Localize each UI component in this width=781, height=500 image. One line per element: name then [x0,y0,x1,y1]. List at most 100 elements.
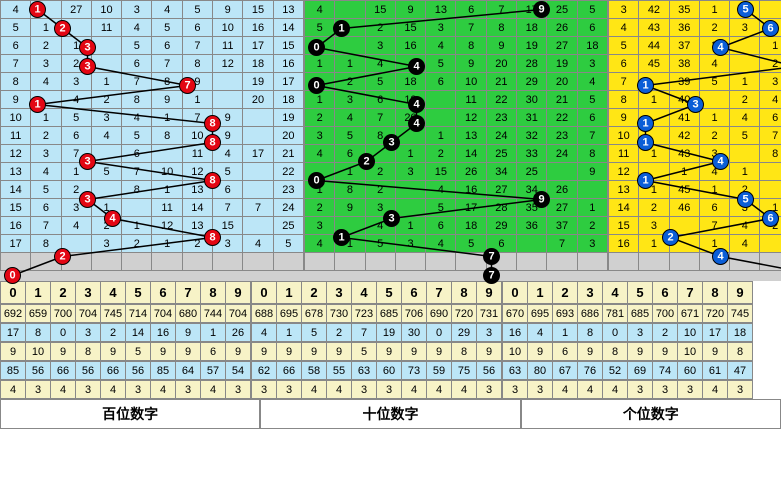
cell: 9 [1,91,31,109]
cell: 7 [122,163,152,181]
summary-cell: 5 [126,343,151,361]
cell: 2 [335,73,365,91]
cell: 1 [152,235,182,253]
cell: 3 [122,1,152,19]
summary-cell: 3 [76,324,101,342]
cell: 4 [426,181,456,199]
cell: 1 [730,73,760,91]
cell [639,109,669,127]
cell: 16 [243,19,273,37]
digit-header: 2 [302,282,327,304]
summary-cell: 6 [553,343,578,361]
cell: 24 [273,199,303,217]
digit-header: 6 [151,282,176,304]
cell: 9 [213,109,243,127]
cell [335,37,365,55]
summary-cell: 4 [101,381,126,399]
cell: 15 [426,163,456,181]
cell: 11 [91,19,121,37]
cell: 18 [517,19,547,37]
cell: 1 [335,235,365,253]
cell: 6 [31,199,61,217]
cell: 11 [456,91,486,109]
panel-label: 十位数字 [260,399,520,429]
cell [426,91,456,109]
digit-header: 4 [603,282,628,304]
cell: 10 [91,1,121,19]
cell: 10 [152,163,182,181]
cell: 3 [609,1,639,19]
cell: 27 [547,199,577,217]
digit-header: 7 [678,282,703,304]
summary-cell: 61 [703,362,728,380]
cell: 5 [122,37,152,55]
summary-cell: 688 [252,305,277,323]
cell [547,163,577,181]
sep-cell [699,253,729,271]
summary-cell: 4 [402,381,427,399]
summary-cell: 3 [503,381,528,399]
cell: 29 [486,217,516,235]
cell: 45 [669,181,699,199]
cell: 45 [639,55,669,73]
sep-cell [335,253,365,271]
summary-cell: 3 [477,381,502,399]
cell: 7 [213,199,243,217]
cell: 2 [31,127,61,145]
summary-cell: 730 [327,305,352,323]
cell: 3 [365,199,395,217]
summary-cell: 75 [452,362,477,380]
cell: 15 [609,217,639,235]
summary-cell: 9 [327,343,352,361]
summary-cell: 685 [377,305,402,323]
cell: 25 [517,163,547,181]
cell: 8 [609,91,639,109]
cell: 6 [456,1,486,19]
summary-cell: 10 [678,343,703,361]
cell: 7 [577,127,607,145]
cell: 14 [1,181,31,199]
cell: 6 [486,235,516,253]
summary-cell: 56 [477,362,502,380]
digit-header: 0 [252,282,277,304]
summary-cell: 723 [352,305,377,323]
cell [213,91,243,109]
cell: 7 [31,217,61,235]
summary-cell: 9 [1,343,26,361]
cell: 33 [517,145,547,163]
summary-cell: 3 [628,381,653,399]
cell: 12 [152,217,182,235]
cell: 5 [577,1,607,19]
summary-cell: 14 [126,324,151,342]
digit-header: 4 [101,282,126,304]
summary-cell: 671 [678,305,703,323]
digit-header: 0 [1,282,26,304]
cell: 4 [426,235,456,253]
summary-cell: 56 [26,362,51,380]
cell: 19 [273,109,303,127]
cell: 36 [517,217,547,235]
cell: 3 [730,19,760,37]
summary-cell: 745 [101,305,126,323]
cell: 1 [699,109,729,127]
summary-cell: 64 [176,362,201,380]
digit-header: 9 [728,282,753,304]
cell: 12 [456,109,486,127]
cell: 46 [669,199,699,217]
summary-cell: 3 [653,381,678,399]
digit-header: 5 [628,282,653,304]
cell: 20 [486,55,516,73]
cell: 6 [122,145,152,163]
digit-header: 5 [377,282,402,304]
cell: 1 [577,199,607,217]
sep-cell [547,253,577,271]
summary-cell: 9 [176,324,201,342]
cell: 42 [639,1,669,19]
cell: 18 [456,217,486,235]
cell: 1 [760,19,781,37]
cell: 16 [395,37,425,55]
cell: 3 [760,73,781,91]
cell [31,1,61,19]
cell: 42 [669,127,699,145]
summary-cell: 9 [176,343,201,361]
